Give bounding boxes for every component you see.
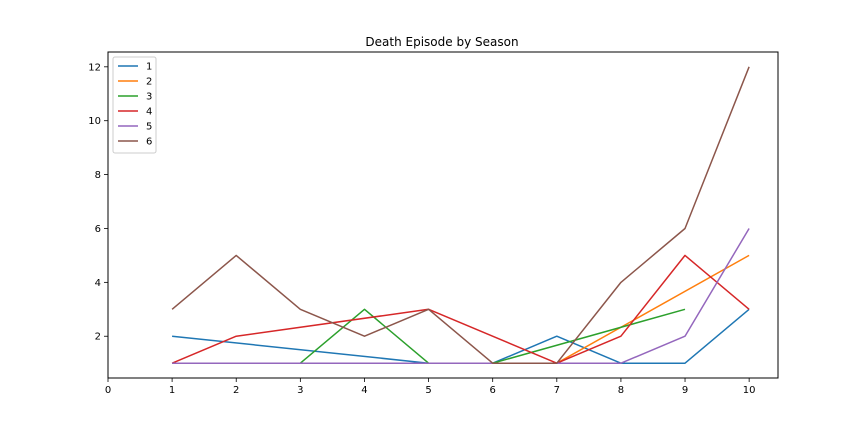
x-tick-label: 7	[554, 385, 560, 396]
x-tick-label: 8	[618, 385, 624, 396]
y-tick-label: 6	[95, 224, 101, 235]
x-tick-label: 5	[425, 385, 431, 396]
y-tick-label: 12	[88, 62, 101, 73]
plot-area-frame	[107, 51, 779, 379]
y-tick-label: 10	[88, 116, 101, 127]
y-axis: 2 4 6 8 10 12	[88, 62, 108, 343]
x-tick-label: 9	[682, 385, 688, 396]
series-line-6	[171, 66, 750, 364]
x-tick-label: 4	[361, 385, 367, 396]
legend-label: 4	[146, 107, 152, 118]
series-layer	[171, 66, 750, 364]
y-tick-label: 2	[95, 332, 101, 343]
x-tick-label: 2	[233, 385, 239, 396]
legend: 1 2 3 4 5 6	[112, 56, 157, 154]
y-tick-label: 8	[95, 170, 101, 181]
series-line-5	[172, 228, 750, 364]
legend-label: 1	[146, 62, 152, 73]
x-tick-label: 3	[297, 385, 303, 396]
legend-label: 2	[146, 77, 152, 88]
legend-label: 5	[146, 122, 152, 133]
x-tick-label: 0	[105, 385, 111, 396]
x-tick-label: 1	[169, 385, 175, 396]
legend-label: 6	[146, 137, 152, 148]
x-tick-label: 10	[743, 385, 756, 396]
y-tick-label: 4	[95, 278, 101, 289]
legend-label: 3	[146, 92, 152, 103]
x-axis: 0 1 2 3 4 5 6 7 8 9 10	[105, 378, 756, 396]
x-tick-label: 6	[490, 385, 496, 396]
chart-title: Death Episode by Season	[365, 35, 518, 49]
